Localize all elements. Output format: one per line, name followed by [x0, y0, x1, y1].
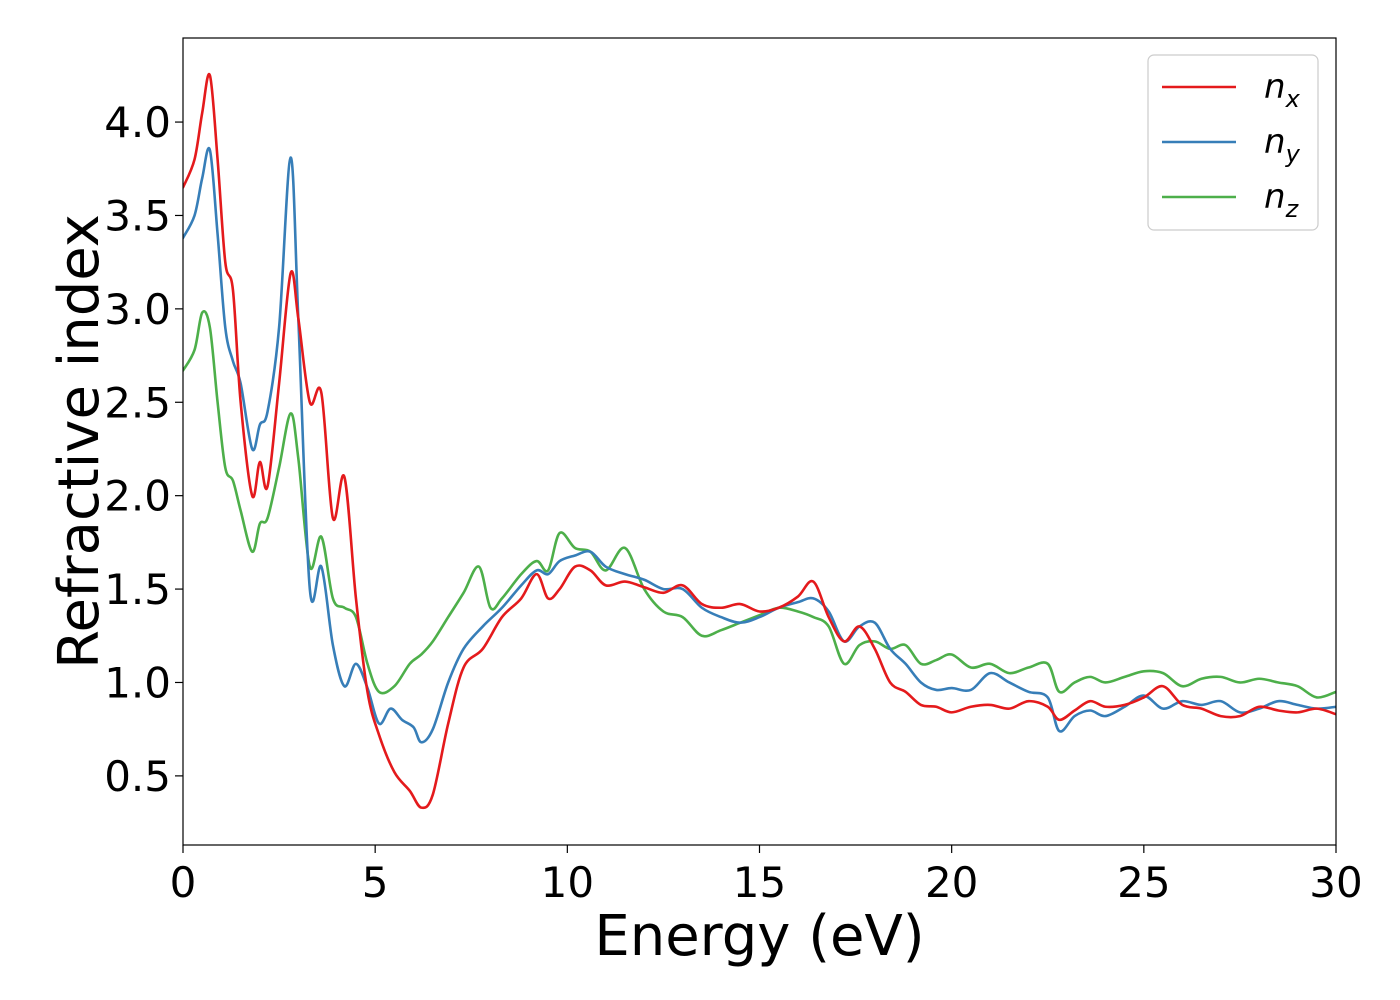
y-axis-ticks: 0.5 1.0 1.5 2.0 2.5 3.0 3.5 4.0: [104, 98, 183, 801]
legend-label: ny: [1264, 122, 1301, 168]
y-tick-label: 2.0: [104, 472, 171, 521]
series-line-n-z: [183, 309, 1336, 699]
legend-entry-n-y: ny: [1162, 122, 1301, 168]
x-tick-label: 10: [541, 858, 594, 907]
x-tick-label: 5: [362, 858, 389, 907]
y-axis-title: Refractive index: [47, 214, 112, 669]
series-lines-layer: [183, 72, 1336, 810]
legend: nx ny nz: [1147, 54, 1319, 231]
y-tick-label: 3.0: [104, 285, 171, 334]
series-line-n-x: [183, 72, 1336, 810]
y-tick-label: 1.0: [104, 658, 171, 707]
y-tick-label: 2.5: [104, 378, 171, 427]
x-axis-title: Energy (eV): [594, 904, 924, 969]
legend-entry-n-x: nx: [1162, 67, 1301, 113]
x-tick-label: 30: [1309, 858, 1362, 907]
y-tick-label: 0.5: [104, 752, 171, 801]
x-axis-ticks: 0 5 10 15 20 25 30: [170, 845, 1363, 907]
y-tick-label: 4.0: [104, 98, 171, 147]
legend-entry-n-z: nz: [1162, 177, 1300, 223]
y-tick-label: 3.5: [104, 191, 171, 240]
series-line-n-y: [183, 146, 1336, 744]
x-tick-label: 0: [170, 858, 197, 907]
legend-label: nz: [1264, 177, 1300, 223]
legend-label: nx: [1264, 67, 1301, 113]
x-tick-label: 25: [1117, 858, 1170, 907]
y-tick-label: 1.5: [104, 565, 171, 614]
x-tick-label: 20: [925, 858, 978, 907]
x-tick-label: 15: [733, 858, 786, 907]
